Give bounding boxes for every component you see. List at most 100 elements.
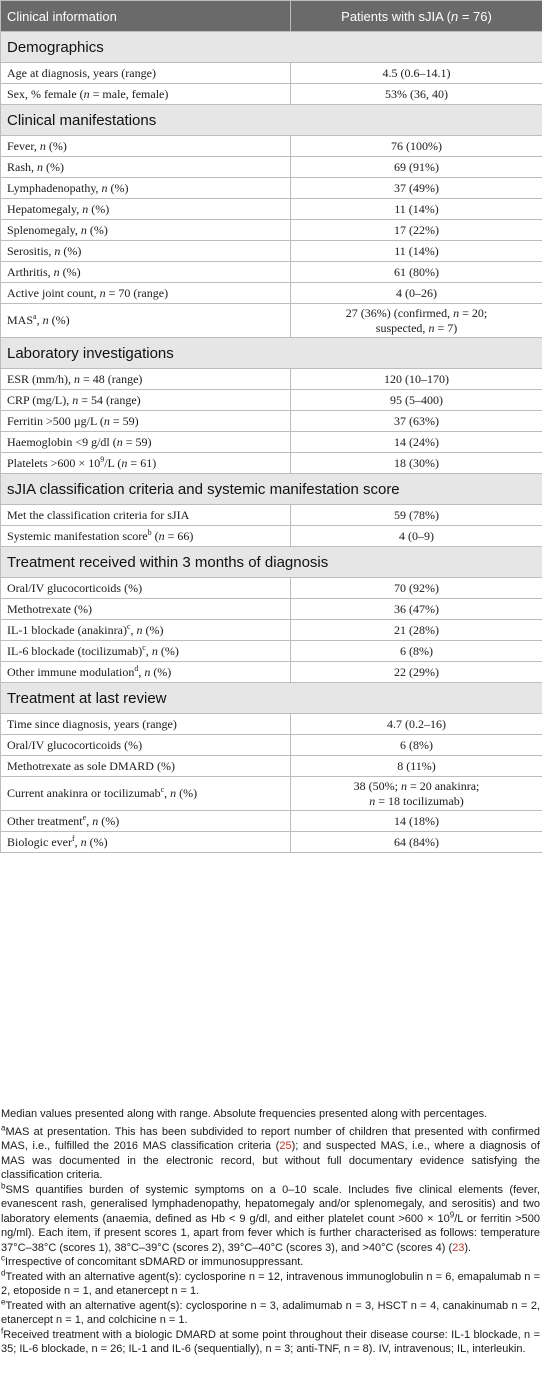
row-label: Rash, n (%): [0, 156, 291, 178]
table-row: Other treatmente, n (%) 14 (18%): [0, 810, 542, 832]
table-footnotes: Median values presented along with range…: [0, 1107, 540, 1357]
row-label: MASa, n (%): [0, 303, 291, 338]
table-row: Platelets >600 × 109/L (n = 61) 18 (30%): [0, 452, 542, 474]
table-row: Methotrexate (%) 36 (47%): [0, 598, 542, 620]
table-row: Systemic manifestation scoreb (n = 66) 4…: [0, 525, 542, 547]
table-row: IL-1 blockade (anakinra)c, n (%) 21 (28%…: [0, 619, 542, 641]
row-label: Methotrexate (%): [0, 598, 291, 620]
table-row: MASa, n (%) 27 (36%) (confirmed, n = 20;…: [0, 303, 542, 338]
row-value: 18 (30%): [290, 452, 542, 474]
row-value: 64 (84%): [290, 831, 542, 853]
row-label: Splenomegaly, n (%): [0, 219, 291, 241]
row-label: Haemoglobin <9 g/dl (n = 59): [0, 431, 291, 453]
row-value: 61 (80%): [290, 261, 542, 283]
row-label: Other treatmente, n (%): [0, 810, 291, 832]
footnote-d: dTreated with an alternative agent(s): c…: [1, 1267, 540, 1297]
row-value: 21 (28%): [290, 619, 542, 641]
row-label: Hepatomegaly, n (%): [0, 198, 291, 220]
section-clinical-manifestations: Clinical manifestations: [0, 104, 542, 136]
table-row: Sex, % female (n = male, female) 53% (36…: [0, 83, 542, 105]
row-value: 4.5 (0.6–14.1): [290, 62, 542, 84]
row-value: 27 (36%) (confirmed, n = 20; suspected, n…: [290, 303, 542, 338]
table-row: Current anakinra or tocilizumabc, n (%) …: [0, 776, 542, 811]
row-label: Active joint count, n = 70 (range): [0, 282, 291, 304]
row-value: 17 (22%): [290, 219, 542, 241]
footnote-e: eTreated with an alternative agent(s): c…: [1, 1296, 540, 1326]
row-value: 22 (29%): [290, 661, 542, 683]
table-row: Hepatomegaly, n (%) 11 (14%): [0, 198, 542, 220]
section-treatment-last-review: Treatment at last review: [0, 682, 542, 714]
row-label: Time since diagnosis, years (range): [0, 713, 291, 735]
row-value: 76 (100%): [290, 135, 542, 157]
table-row: Lymphadenopathy, n (%) 37 (49%): [0, 177, 542, 199]
table-row: Active joint count, n = 70 (range) 4 (0–…: [0, 282, 542, 304]
row-value: 70 (92%): [290, 577, 542, 599]
table-row: Biologic everf, n (%) 64 (84%): [0, 831, 542, 853]
table-row: Ferritin >500 µg/L (n = 59) 37 (63%): [0, 410, 542, 432]
row-value: 37 (49%): [290, 177, 542, 199]
row-label: ESR (mm/h), n = 48 (range): [0, 368, 291, 390]
row-label: Other immune modulationd, n (%): [0, 661, 291, 683]
row-label: Ferritin >500 µg/L (n = 59): [0, 410, 291, 432]
row-value: 4 (0–26): [290, 282, 542, 304]
section-demographics: Demographics: [0, 31, 542, 63]
row-label: Methotrexate as sole DMARD (%): [0, 755, 291, 777]
row-value: 11 (14%): [290, 198, 542, 220]
row-label: Current anakinra or tocilizumabc, n (%): [0, 776, 291, 811]
reference-link-25[interactable]: 25: [279, 1140, 292, 1152]
table-row: Age at diagnosis, years (range) 4.5 (0.6…: [0, 62, 542, 84]
row-value: 53% (36, 40): [290, 83, 542, 105]
reference-link-23[interactable]: 23: [452, 1241, 465, 1254]
row-value: 59 (78%): [290, 504, 542, 526]
table-header-row: Clinical information Patients with sJIA …: [0, 0, 542, 32]
table-row: Met the classification criteria for sJIA…: [0, 504, 542, 526]
footnote-f: fReceived treatment with a biologic DMAR…: [1, 1325, 540, 1355]
table-row: ESR (mm/h), n = 48 (range) 120 (10–170): [0, 368, 542, 390]
table-row: Serositis, n (%) 11 (14%): [0, 240, 542, 262]
row-label: Sex, % female (n = male, female): [0, 83, 291, 105]
row-label: Lymphadenopathy, n (%): [0, 177, 291, 199]
footnote-intro: Median values presented along with range…: [1, 1108, 488, 1120]
table-row: Haemoglobin <9 g/dl (n = 59) 14 (24%): [0, 431, 542, 453]
table-row: Arthritis, n (%) 61 (80%): [0, 261, 542, 283]
header-patients: Patients with sJIA (n = 76): [290, 0, 542, 32]
table-row: Splenomegaly, n (%) 17 (22%): [0, 219, 542, 241]
row-value: 14 (24%): [290, 431, 542, 453]
header-clinical-information: Clinical information: [0, 0, 291, 32]
table-row: Methotrexate as sole DMARD (%) 8 (11%): [0, 755, 542, 777]
row-value: 69 (91%): [290, 156, 542, 178]
table-row: Time since diagnosis, years (range) 4.7 …: [0, 713, 542, 735]
section-classification-criteria: sJIA classification criteria and systemi…: [0, 473, 542, 505]
row-value: 120 (10–170): [290, 368, 542, 390]
row-label: Oral/IV glucocorticoids (%): [0, 577, 291, 599]
row-value: 36 (47%): [290, 598, 542, 620]
row-value: 4.7 (0.2–16): [290, 713, 542, 735]
row-label: Fever, n (%): [0, 135, 291, 157]
row-value: 4 (0–9): [290, 525, 542, 547]
row-value: 14 (18%): [290, 810, 542, 832]
row-label: IL-6 blockade (tocilizumab)c, n (%): [0, 640, 291, 662]
row-label: Platelets >600 × 109/L (n = 61): [0, 452, 291, 474]
row-label: Serositis, n (%): [0, 240, 291, 262]
footnote-b: bSMS quantifies burden of systemic sympt…: [1, 1180, 540, 1254]
row-label: Systemic manifestation scoreb (n = 66): [0, 525, 291, 547]
row-label: Arthritis, n (%): [0, 261, 291, 283]
row-label: Age at diagnosis, years (range): [0, 62, 291, 84]
table-row: CRP (mg/L), n = 54 (range) 95 (5–400): [0, 389, 542, 411]
clinical-table: Clinical information Patients with sJIA …: [0, 0, 542, 853]
table-row: Oral/IV glucocorticoids (%) 6 (8%): [0, 734, 542, 756]
row-value: 6 (8%): [290, 640, 542, 662]
table-row: Oral/IV glucocorticoids (%) 70 (92%): [0, 577, 542, 599]
table-row: IL-6 blockade (tocilizumab)c, n (%) 6 (8…: [0, 640, 542, 662]
table-row: Rash, n (%) 69 (91%): [0, 156, 542, 178]
section-laboratory-investigations: Laboratory investigations: [0, 337, 542, 369]
row-label: Oral/IV glucocorticoids (%): [0, 734, 291, 756]
row-value: 8 (11%): [290, 755, 542, 777]
table-row: Fever, n (%) 76 (100%): [0, 135, 542, 157]
table-row: Other immune modulationd, n (%) 22 (29%): [0, 661, 542, 683]
row-label: CRP (mg/L), n = 54 (range): [0, 389, 291, 411]
row-value: 6 (8%): [290, 734, 542, 756]
row-label: IL-1 blockade (anakinra)c, n (%): [0, 619, 291, 641]
row-value: 37 (63%): [290, 410, 542, 432]
